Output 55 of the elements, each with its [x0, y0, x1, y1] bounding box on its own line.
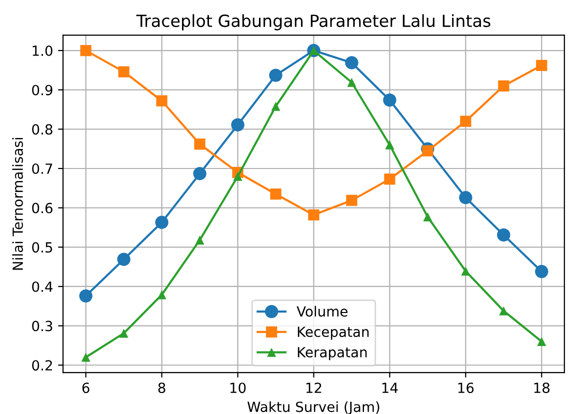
x-tick-label: 12: [306, 382, 322, 393]
point: [118, 66, 130, 78]
point: [499, 306, 508, 316]
point: [156, 95, 168, 106]
x-tick-label: 14: [382, 382, 398, 393]
x-tick-label: 8: [158, 382, 166, 394]
legend-label: Kerapatan: [298, 347, 367, 360]
point: [117, 252, 130, 266]
point: [383, 93, 396, 107]
y-tick-label: 0.8: [32, 124, 52, 135]
y-tick-label: 0.9: [32, 84, 52, 96]
y-tick-label: 0.3: [32, 320, 52, 332]
x-tick-label: 18: [534, 382, 550, 394]
point: [459, 191, 472, 204]
y-tick-label: 0.6: [32, 202, 52, 214]
point: [119, 328, 128, 338]
point: [347, 78, 356, 87]
y-tick-label: 0.5: [32, 242, 52, 253]
point: [346, 194, 358, 206]
x-tick-label: 16: [458, 382, 474, 394]
point: [385, 140, 394, 150]
point: [193, 167, 206, 180]
y-tick-label: 0.7: [32, 163, 52, 174]
chart-title: Traceplot Gabungan Parameter Lalu Lintas: [136, 14, 490, 30]
point: [194, 138, 206, 150]
point: [498, 80, 510, 92]
legend-label: Kecepatan: [298, 326, 369, 340]
point: [460, 116, 472, 127]
point: [461, 266, 470, 276]
point: [233, 172, 242, 181]
point: [80, 44, 92, 56]
point: [422, 145, 434, 156]
point: [271, 102, 280, 111]
y-tick-label: 1.0: [32, 45, 52, 56]
point: [79, 289, 92, 303]
y-axis-title: Nilai Ternormalisasi: [12, 138, 23, 270]
point: [384, 174, 396, 185]
point: [270, 188, 282, 200]
point: [231, 118, 244, 132]
point: [535, 264, 548, 278]
y-tick-label: 0.2: [32, 360, 52, 371]
point: [497, 228, 510, 242]
point: [81, 352, 90, 362]
point: [423, 212, 432, 222]
point: [536, 60, 548, 72]
point: [195, 236, 204, 245]
x-tick-label: 10: [230, 382, 246, 394]
point: [537, 337, 546, 346]
point: [345, 56, 358, 70]
point: [308, 209, 320, 220]
point: [269, 68, 282, 82]
y-tick-label: 0.4: [32, 281, 53, 292]
x-tick-label: 6: [82, 382, 90, 394]
legend-label: Volume: [296, 306, 348, 317]
point: [155, 216, 168, 229]
